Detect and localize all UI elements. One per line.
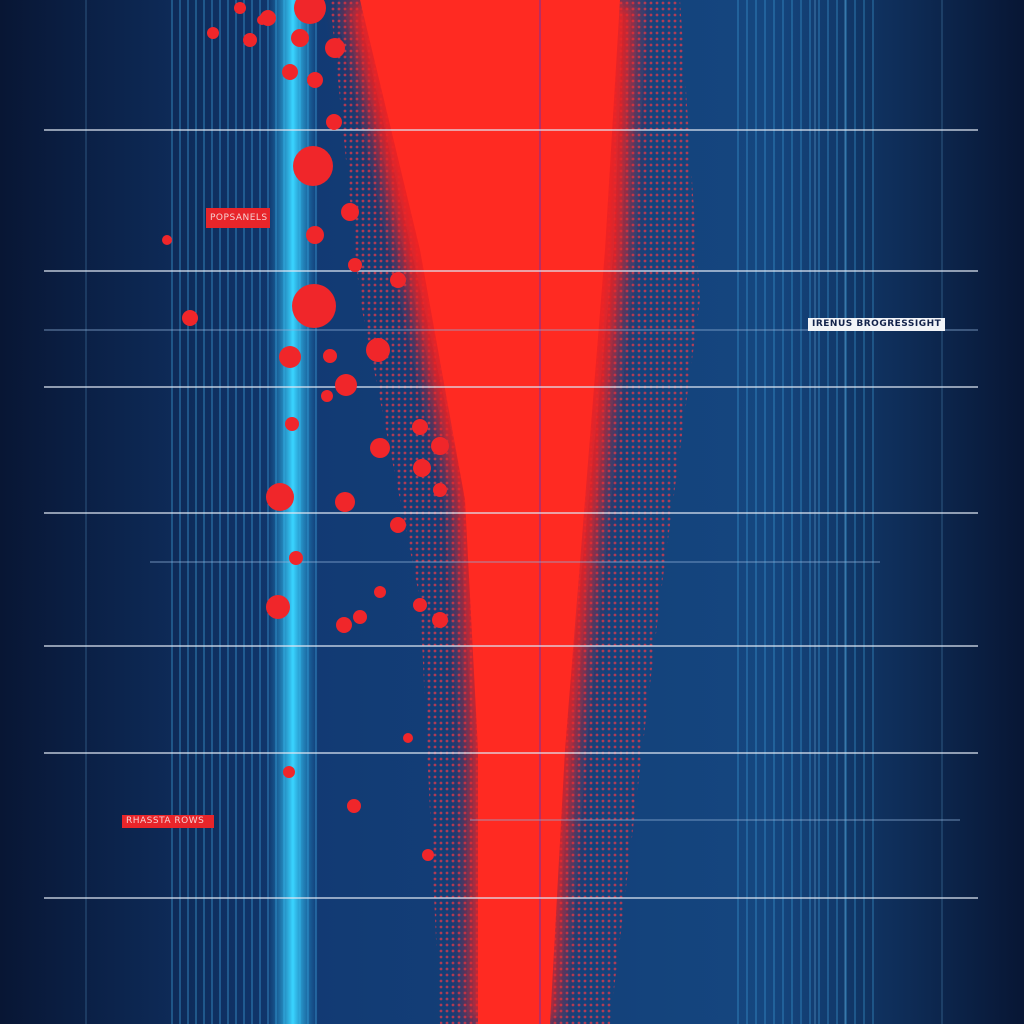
red-dot xyxy=(412,419,428,435)
red-dot xyxy=(294,0,326,24)
red-dot xyxy=(370,438,390,458)
red-dot xyxy=(422,849,434,861)
red-dot xyxy=(413,598,427,612)
red-dot xyxy=(347,799,361,813)
red-dot xyxy=(323,349,337,363)
red-dot xyxy=(374,586,386,598)
red-dot xyxy=(390,272,406,288)
red-dot xyxy=(390,517,406,533)
red-dot xyxy=(413,459,431,477)
red-dot xyxy=(348,258,362,272)
red-dot xyxy=(266,595,290,619)
red-dots xyxy=(162,0,449,861)
red-dot xyxy=(353,610,367,624)
red-dot xyxy=(433,483,447,497)
red-dot xyxy=(243,33,257,47)
red-dot xyxy=(207,27,219,39)
red-dot xyxy=(282,64,298,80)
red-dot xyxy=(182,310,198,326)
red-dot xyxy=(283,766,295,778)
red-dot xyxy=(321,390,333,402)
red-dot xyxy=(306,226,324,244)
red-dot xyxy=(326,114,342,130)
label-left-top: POPSANELS xyxy=(206,208,270,228)
red-dot xyxy=(257,15,267,25)
red-dot xyxy=(341,203,359,221)
red-dot xyxy=(291,29,309,47)
red-dot xyxy=(162,235,172,245)
red-dot xyxy=(234,2,246,14)
red-dot xyxy=(285,417,299,431)
red-dot xyxy=(307,72,323,88)
label-right: IRENUS BROGRESSIGHT xyxy=(808,318,946,331)
red-core xyxy=(360,0,620,1024)
red-dot xyxy=(279,346,301,368)
red-dot xyxy=(403,733,413,743)
red-dot xyxy=(325,38,345,58)
red-dot xyxy=(431,437,449,455)
red-dot xyxy=(335,374,357,396)
red-dot xyxy=(336,617,352,633)
red-dot xyxy=(266,483,294,511)
red-dot xyxy=(293,146,333,186)
red-dot xyxy=(335,492,355,512)
label-left-bottom: RHASSTA ROWS xyxy=(122,815,214,828)
red-dot xyxy=(366,338,390,362)
vertical-lines xyxy=(85,0,943,1024)
red-dot xyxy=(289,551,303,565)
red-dot xyxy=(292,284,336,328)
red-dot xyxy=(432,612,448,628)
